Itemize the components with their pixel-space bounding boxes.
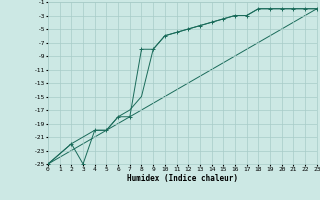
X-axis label: Humidex (Indice chaleur): Humidex (Indice chaleur) bbox=[127, 174, 238, 183]
